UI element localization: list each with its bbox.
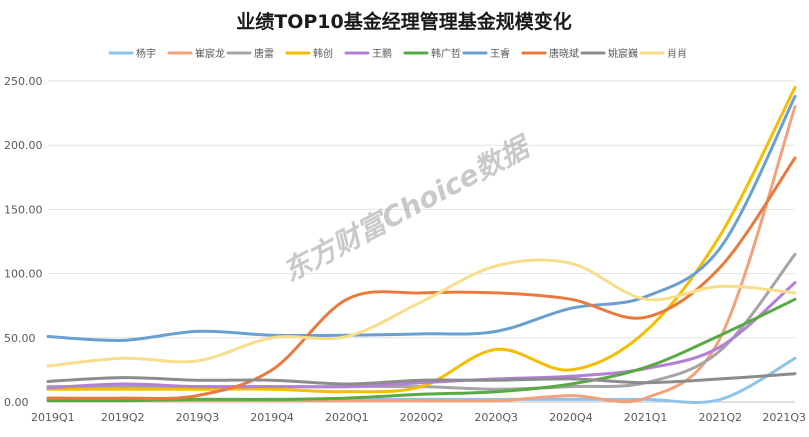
legend-item: 唐晓斌	[521, 47, 579, 60]
series-line	[46, 258, 797, 368]
y-tick-label: 150.00	[4, 203, 43, 216]
x-tick-label: 2020Q1	[325, 411, 369, 424]
legend-label: 姚宸巍	[608, 47, 638, 60]
legend-label: 唐雷	[254, 47, 274, 60]
series-line	[46, 252, 797, 391]
y-tick-label: 200.00	[4, 139, 43, 152]
legend-item: 崔宸龙	[167, 47, 225, 60]
series-line	[46, 94, 797, 342]
x-tick-label: 2020Q4	[549, 411, 593, 424]
legend-label: 王睿	[490, 47, 510, 60]
legend-label: 肖肖	[667, 47, 687, 60]
legend-item: 唐雷	[226, 47, 274, 60]
series-lines	[46, 85, 797, 404]
y-axis: 0.00 50.00 100.00 150.00 200.00 250.00	[4, 75, 43, 409]
legend-label: 崔宸龙	[195, 47, 225, 60]
x-tick-label: 2020Q3	[474, 411, 518, 424]
x-tick-label: 2020Q2	[400, 411, 444, 424]
legend-item: 姚宸巍	[580, 47, 638, 60]
legend-label: 唐晓斌	[549, 47, 579, 60]
legend: 杨宇 崔宸龙 唐雷 韩创 王鹏 韩广哲 王睿 唐晓斌 姚宸巍 肖肖	[108, 47, 687, 60]
x-tick-label: 2019Q3	[176, 411, 220, 424]
x-tick-label: 2021Q3	[762, 411, 806, 424]
x-tick-label: 2019Q2	[101, 411, 145, 424]
series-line	[46, 297, 797, 403]
x-tick-label: 2019Q1	[31, 411, 75, 424]
series-line	[46, 105, 797, 404]
legend-item: 韩创	[285, 47, 333, 60]
y-tick-label: 250.00	[4, 75, 43, 88]
legend-label: 韩创	[313, 47, 333, 60]
series-line	[46, 156, 797, 400]
x-tick-label: 2021Q2	[698, 411, 742, 424]
x-axis: 2019Q1 2019Q2 2019Q3 2019Q4 2020Q1 2020Q2 2020…	[31, 411, 806, 424]
y-tick-label: 100.00	[4, 268, 43, 281]
legend-item: 杨宇	[108, 47, 156, 60]
series-line	[46, 85, 797, 394]
series-line	[46, 281, 797, 390]
x-tick-label: 2021Q1	[624, 411, 668, 424]
legend-label: 王鹏	[372, 47, 392, 60]
legend-item: 王鹏	[344, 47, 392, 60]
y-tick-label: 50.00	[4, 332, 36, 345]
legend-item: 王睿	[462, 47, 510, 60]
legend-item: 韩广哲	[403, 47, 461, 60]
chart-title: 业绩TOP10基金经理管理基金规模变化	[236, 10, 571, 33]
legend-item: 肖肖	[639, 47, 687, 60]
x-tick-label: 2019Q4	[250, 411, 294, 424]
legend-label: 杨宇	[136, 47, 156, 60]
legend-label: 韩广哲	[431, 47, 461, 60]
y-tick-label: 0.00	[4, 396, 29, 409]
series-line	[46, 372, 797, 386]
